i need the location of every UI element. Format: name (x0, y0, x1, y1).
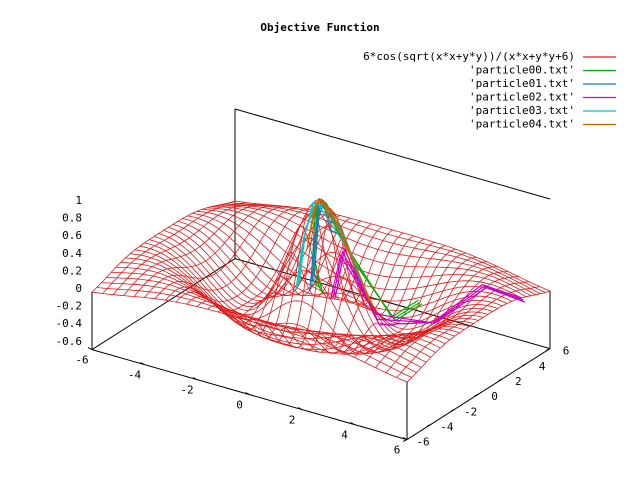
x-tick-label: 4 (341, 429, 348, 442)
particle-trajectory (310, 198, 374, 307)
surface-gridline-x (112, 203, 257, 295)
surface-gridline-x (301, 245, 446, 355)
legend-label: 'particle03.txt' (469, 104, 575, 117)
x-tick-mark (192, 377, 198, 381)
surface-gridline-x (406, 290, 551, 383)
z-tick-label: -0.2 (56, 300, 83, 313)
z-tick-label: -0.6 (56, 335, 83, 348)
surface-gridline-x (154, 207, 299, 299)
legend-label: 6*cos(sqrt(x*x+y*y))/(x*x+y*y+6) (363, 50, 575, 63)
x-tick-mark (140, 362, 145, 366)
y-tick-mark (498, 378, 503, 382)
surface-gridline-x (238, 205, 383, 343)
legend: 6*cos(sqrt(x*x+y*y))/(x*x+y*y+6)'particl… (363, 50, 616, 131)
z-tick-label: 0.8 (62, 212, 82, 225)
legend-label: 'particle01.txt' (469, 77, 575, 90)
x-tick-mark (245, 392, 250, 396)
surface-gridline-x (165, 208, 309, 302)
axis-ticks: -6 -4 -2 0 2 4 6 -6 -4 -2 0 2 4 6 1 0.8 0.6 0.4 0.2 0 -0.2 -0… (56, 194, 570, 457)
x-tick-label: 6 (394, 444, 401, 457)
particle-trajectory (332, 250, 524, 324)
y-tick-label: 0 (491, 390, 498, 403)
z-tick-label: 1 (75, 194, 82, 207)
x-tick-mark (350, 422, 355, 426)
y-tick-mark (402, 439, 408, 443)
z-tick-label: -0.4 (56, 317, 83, 330)
surface-gridline-x (354, 266, 498, 358)
legend-label: 'particle02.txt' (469, 91, 575, 104)
z-tick-label: 0.2 (62, 264, 82, 277)
x-tick-label: -4 (128, 369, 142, 382)
surface-gridline-x (228, 223, 372, 339)
surface-gridline-x (396, 286, 540, 378)
y-tick-label: 6 (563, 345, 570, 358)
x-tick-label: -6 (75, 354, 88, 367)
surface-gridline-y (215, 205, 532, 297)
surface-gridline-x (144, 206, 288, 298)
y-tick-mark (545, 348, 551, 352)
y-tick-mark (450, 408, 455, 412)
z-tick-label: 0.4 (62, 247, 82, 260)
surface-gridline-x (291, 241, 435, 354)
z-tick-label: 0 (75, 282, 82, 295)
x-tick-label: 2 (289, 414, 296, 427)
y-tick-label: -6 (416, 436, 429, 449)
chart-title: Objective Function (260, 21, 379, 34)
particle-trajectory (330, 253, 522, 324)
x-tick-label: 0 (236, 399, 243, 412)
box-edge-left-bottom (91, 258, 236, 351)
y-tick-label: 2 (515, 375, 522, 388)
surface-gridline-x (312, 248, 456, 355)
z-tick-label: 0.6 (62, 229, 82, 242)
surface-gridline-x (207, 217, 351, 330)
x-tick-mark (87, 347, 93, 351)
y-tick-mark (474, 393, 479, 397)
surface-gridline-y (101, 282, 417, 373)
surface-gridline-x (375, 276, 519, 368)
surface-gridline-x (102, 202, 246, 294)
legend-label: 'particle04.txt' (469, 118, 575, 131)
axis-box-front (91, 290, 551, 441)
surface-gridline-x (91, 200, 236, 293)
surface-gridline-x (123, 204, 267, 296)
y-tick-label: -2 (464, 405, 477, 418)
y-tick-mark (521, 363, 527, 367)
particle-trajectory (334, 247, 526, 326)
particle-trajectories (295, 197, 526, 326)
surface-gridline-x (322, 252, 467, 354)
surface-gridline-x (343, 261, 488, 353)
surface-gridline-x (175, 210, 320, 312)
surface-gridline-x (217, 220, 362, 335)
y-tick-label: -4 (440, 420, 454, 433)
surface-gridline-y (225, 203, 541, 295)
x-tick-mark (402, 437, 408, 441)
box-edge-back-top (234, 108, 551, 200)
surface-gridline-x (133, 205, 278, 297)
legend-label: 'particle00.txt' (469, 64, 575, 77)
x-tick-label: -2 (180, 384, 193, 397)
x-tick-mark (297, 407, 303, 411)
y-tick-mark (426, 423, 432, 427)
surface-gridline-x (385, 281, 530, 373)
surface-gridline-x (186, 212, 330, 319)
y-tick-label: 4 (539, 360, 546, 373)
